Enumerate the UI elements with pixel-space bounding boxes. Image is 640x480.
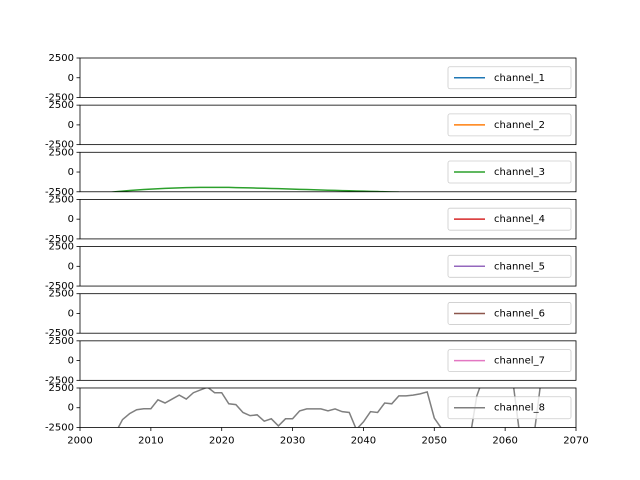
legend-box — [447, 160, 572, 184]
axes-frame — [79, 57, 577, 98]
axes-frame — [79, 151, 577, 193]
y-tick-label: 0 — [68, 73, 74, 84]
legend-label: channel_6 — [494, 308, 545, 319]
x-tick-label: 2050 — [422, 435, 447, 446]
axes-frame — [79, 340, 577, 381]
y-tick-label: 2500 — [49, 336, 74, 347]
axes-frame — [79, 199, 577, 240]
legend-label: channel_8 — [494, 403, 545, 414]
legend-box — [447, 66, 572, 90]
x-tick-label: 2070 — [563, 435, 588, 446]
legend-label: channel_7 — [494, 356, 545, 367]
legend-label: channel_5 — [494, 261, 545, 272]
axes-frame — [79, 104, 577, 146]
x-tick-label: 2040 — [351, 435, 376, 446]
y-tick-label: -2500 — [45, 281, 74, 292]
y-tick-label: 2500 — [49, 383, 74, 394]
legend-box — [447, 302, 572, 325]
legend-box — [447, 254, 572, 278]
y-tick-label: -2500 — [45, 328, 74, 339]
y-tick-label: 2500 — [49, 242, 74, 253]
legend-label: channel_1 — [494, 73, 545, 84]
y-tick-label: 0 — [68, 403, 74, 414]
axes-frame — [79, 387, 577, 428]
axes-frame — [79, 293, 577, 334]
x-tick-label: 2030 — [280, 435, 305, 446]
y-tick-label: 0 — [68, 356, 74, 367]
x-tick-label: 2010 — [138, 435, 163, 446]
y-tick-label: 2500 — [49, 289, 74, 300]
y-tick-label: -2500 — [45, 140, 74, 151]
y-tick-label: 0 — [68, 167, 74, 178]
y-tick-label: -2500 — [45, 187, 74, 198]
x-tick-label: 2020 — [209, 435, 234, 446]
y-tick-label: -2500 — [45, 422, 74, 433]
legend-label: channel_3 — [494, 167, 545, 178]
legend-box — [447, 349, 572, 372]
legend-box — [447, 113, 572, 137]
y-tick-label: 0 — [68, 308, 74, 319]
axes-frame — [79, 246, 577, 287]
legend-label: channel_2 — [494, 120, 545, 131]
legend-box — [447, 207, 572, 231]
x-tick-label: 2000 — [67, 435, 92, 446]
y-tick-label: 0 — [68, 261, 74, 272]
legend-label: channel_4 — [494, 214, 545, 225]
y-tick-label: 2500 — [49, 100, 74, 111]
y-tick-label: -2500 — [45, 375, 74, 386]
y-tick-label: 0 — [68, 214, 74, 225]
y-tick-label: -2500 — [45, 93, 74, 104]
legend-box — [447, 396, 572, 420]
y-tick-label: 2500 — [49, 194, 74, 205]
y-tick-label: 0 — [68, 120, 74, 131]
series-line — [108, 186, 399, 192]
y-tick-label: -2500 — [45, 234, 74, 245]
x-tick-label: 2060 — [492, 435, 517, 446]
y-tick-label: 2500 — [49, 147, 74, 158]
y-tick-label: 2500 — [49, 53, 74, 64]
